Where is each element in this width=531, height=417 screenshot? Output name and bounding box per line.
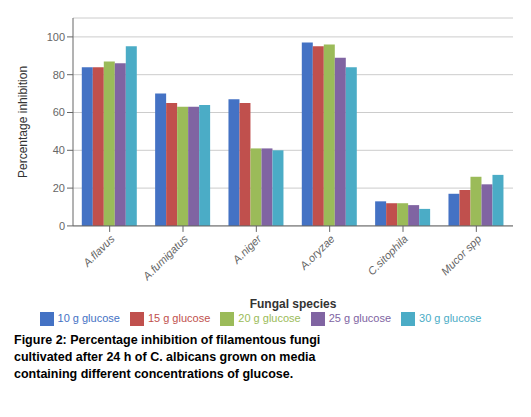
html-text:20 g glucose: 20 g glucose: [238, 311, 301, 324]
svg-text:40: 40: [53, 144, 65, 156]
svg-text:0: 0: [59, 220, 65, 232]
svg-text:A.flavus: A.flavus: [80, 232, 117, 269]
svg-text:A.niger: A.niger: [230, 232, 265, 267]
html-text:10 g glucose: 10 g glucose: [57, 311, 120, 324]
svg-text:100: 100: [47, 31, 65, 43]
svg-text:20: 20: [53, 182, 65, 194]
svg-text:A.fumigatus: A.fumigatus: [140, 232, 191, 283]
svg-text:Fungal species: Fungal species: [250, 297, 337, 311]
svg-text:60: 60: [53, 106, 65, 118]
svg-text:Mucor spp: Mucor spp: [439, 232, 484, 277]
html-text:containing different concentra: containing different concentrations of g…: [14, 367, 294, 381]
svg-text:C.sitophila: C.sitophila: [365, 232, 410, 277]
html-text:cultivated after 24 h of C. al: cultivated after 24 h of C. albicans gro…: [14, 350, 316, 364]
svg-text:Percentage inhibition: Percentage inhibition: [16, 66, 30, 178]
svg-text:80: 80: [53, 69, 65, 81]
html-text:15 g glucose: 15 g glucose: [147, 311, 211, 324]
html-text:30 g glucose: 30 g glucose: [419, 311, 482, 324]
html-text:Figure 2: Percentage inhibitio: Figure 2: Percentage inhibition of filam…: [14, 333, 321, 347]
html-text:25 g glucose: 25 g glucose: [328, 311, 392, 324]
svg-text:A.oryzae: A.oryzae: [297, 232, 337, 272]
